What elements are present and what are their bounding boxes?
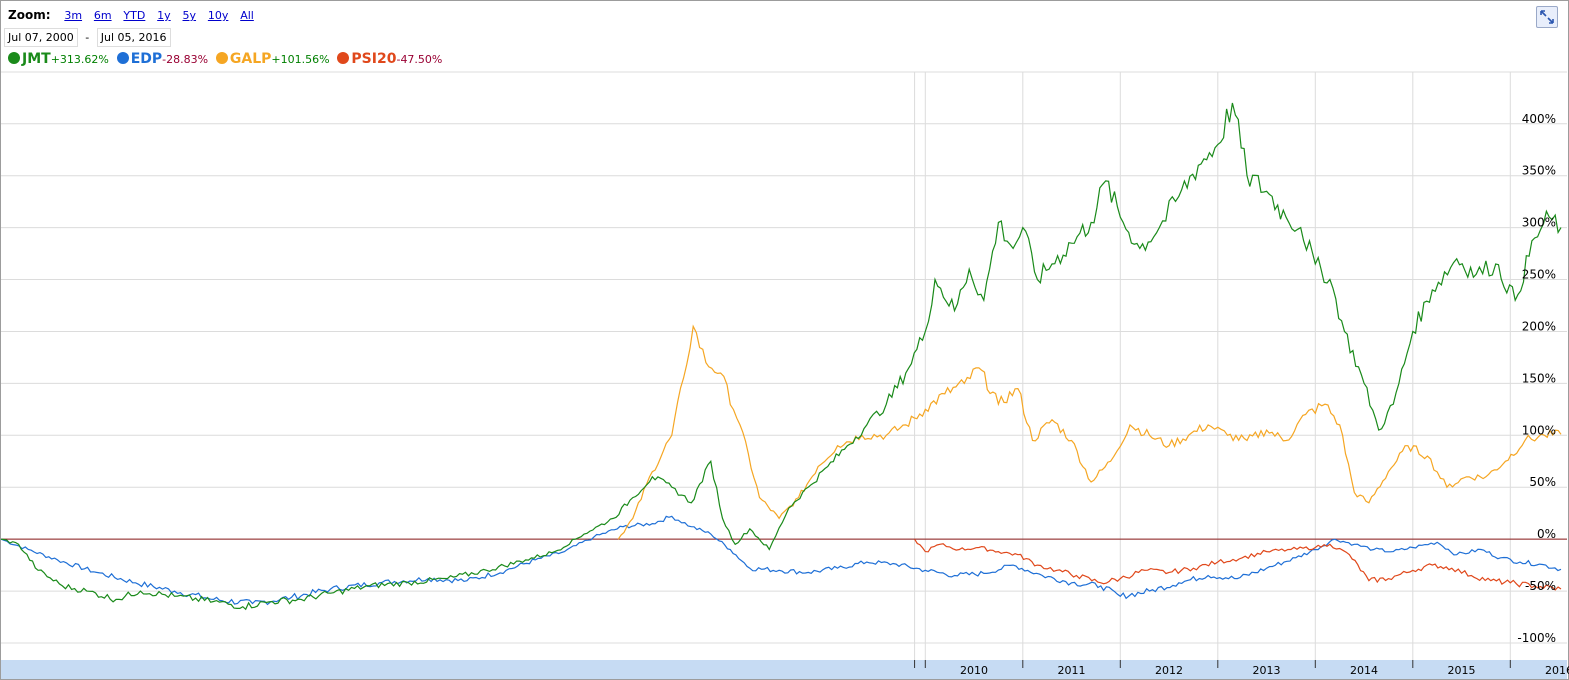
legend-item-jmt[interactable]: JMT+313.62% — [8, 51, 109, 67]
legend-change: +101.56% — [271, 53, 330, 66]
legend-name: GALP — [229, 51, 272, 67]
x-axis-band[interactable] — [1, 660, 1567, 679]
zoom-label: Zoom: — [8, 8, 51, 22]
legend-change: +313.62% — [50, 53, 109, 66]
zoom-bar: Zoom: 3m 6m YTD 1y 5y 10y All — [8, 8, 258, 22]
legend-item-psi20[interactable]: PSI20-47.50% — [337, 51, 442, 67]
x-tick-label: 2013 — [1253, 664, 1281, 677]
x-tick-label: 2011 — [1058, 664, 1086, 677]
y-tick-label: 100% — [1522, 423, 1556, 437]
expand-arrows-icon — [1540, 10, 1554, 24]
series-dot-icon — [215, 52, 228, 64]
y-tick-label: 400% — [1522, 112, 1556, 126]
legend-change: -47.50% — [396, 53, 443, 66]
end-date-input[interactable]: Jul 05, 2016 — [96, 28, 171, 47]
y-tick-label: 150% — [1522, 371, 1556, 385]
x-axis: 2010 2011 2012 2013 2014 2015 2016 — [914, 660, 1569, 677]
legend-item-edp[interactable]: EDP-28.83% — [116, 51, 209, 67]
start-date-input[interactable]: Jul 07, 2000 — [4, 28, 78, 47]
y-tick-label: 300% — [1522, 216, 1556, 230]
x-tick-label: 2012 — [1155, 664, 1183, 677]
series-line-galp — [617, 324, 1562, 540]
grid — [1, 71, 1567, 660]
y-tick-label: 250% — [1522, 268, 1556, 282]
series-line-jmt — [0, 102, 1562, 611]
legend-name: JMT — [22, 51, 51, 67]
expand-button[interactable] — [1536, 6, 1558, 28]
x-tick-label: 2010 — [960, 664, 988, 677]
series-dot-icon — [116, 52, 129, 64]
zoom-6m[interactable]: 6m — [93, 9, 112, 22]
series-dot-icon — [337, 52, 350, 64]
legend-change: -28.83% — [162, 53, 209, 66]
zoom-3m[interactable]: 3m — [64, 9, 83, 22]
y-tick-label: -50% — [1525, 579, 1556, 593]
zoom-5y[interactable]: 5y — [182, 9, 197, 22]
zoom-10y[interactable]: 10y — [207, 9, 229, 22]
zoom-all[interactable]: All — [240, 9, 254, 22]
x-tick-label: 2015 — [1448, 664, 1476, 677]
series-line-psi20 — [914, 538, 1562, 591]
y-tick-label: -100% — [1517, 631, 1556, 645]
y-tick-label: 50% — [1529, 475, 1556, 489]
y-tick-label: 350% — [1522, 164, 1556, 178]
legend-name: EDP — [130, 51, 163, 67]
date-range: Jul 07, 2000 - Jul 05, 2016 — [4, 28, 171, 47]
zoom-1y[interactable]: 1y — [157, 9, 171, 22]
legend-item-galp[interactable]: GALP+101.56% — [215, 51, 330, 67]
series-lines — [0, 102, 1562, 611]
y-axis: 400% 350% 300% 250% 200% 150% 100% 50% 0% -50% -10… — [1517, 112, 1556, 645]
x-tick-label: 2014 — [1350, 664, 1378, 677]
legend: JMT+313.62% EDP-28.83% GALP+101.56% PSI2… — [8, 51, 446, 67]
zoom-ytd[interactable]: YTD — [123, 9, 146, 22]
date-separator: - — [85, 31, 90, 44]
legend-name: PSI20 — [351, 51, 397, 67]
series-dot-icon — [8, 52, 20, 64]
y-tick-label: 200% — [1522, 319, 1556, 333]
y-tick-label: 0% — [1537, 527, 1556, 541]
x-tick-label: 2016 — [1545, 664, 1569, 677]
